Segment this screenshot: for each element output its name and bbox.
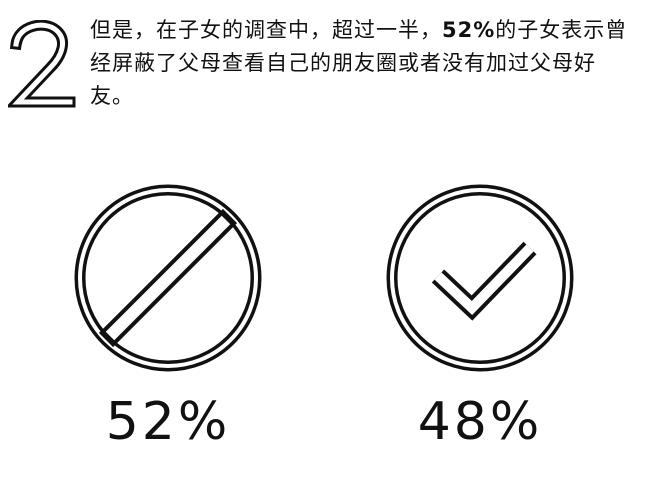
checkmark-icon [386,184,574,372]
stat-friends: 48% [380,178,580,468]
step-number-text: 2 [8,20,9,21]
stat-friends-value: 48% [417,392,543,452]
stat-blocked-value: 52% [105,392,231,452]
intro-suffix: 的子女表示曾经屏蔽了父母查看自己的朋友圈或者没有加过父母好友。 [90,18,628,108]
step-number-icon: 2 [8,20,76,108]
stat-blocked: 52% [68,178,268,468]
intro-prefix: 但是，在子女的调查中，超过一半， [90,18,442,42]
prohibited-icon [74,184,262,372]
intro-highlight: 52% [442,18,496,42]
intro-text: 但是，在子女的调查中，超过一半，52%的子女表示曾经屏蔽了父母查看自己的朋友圈或… [90,14,635,113]
